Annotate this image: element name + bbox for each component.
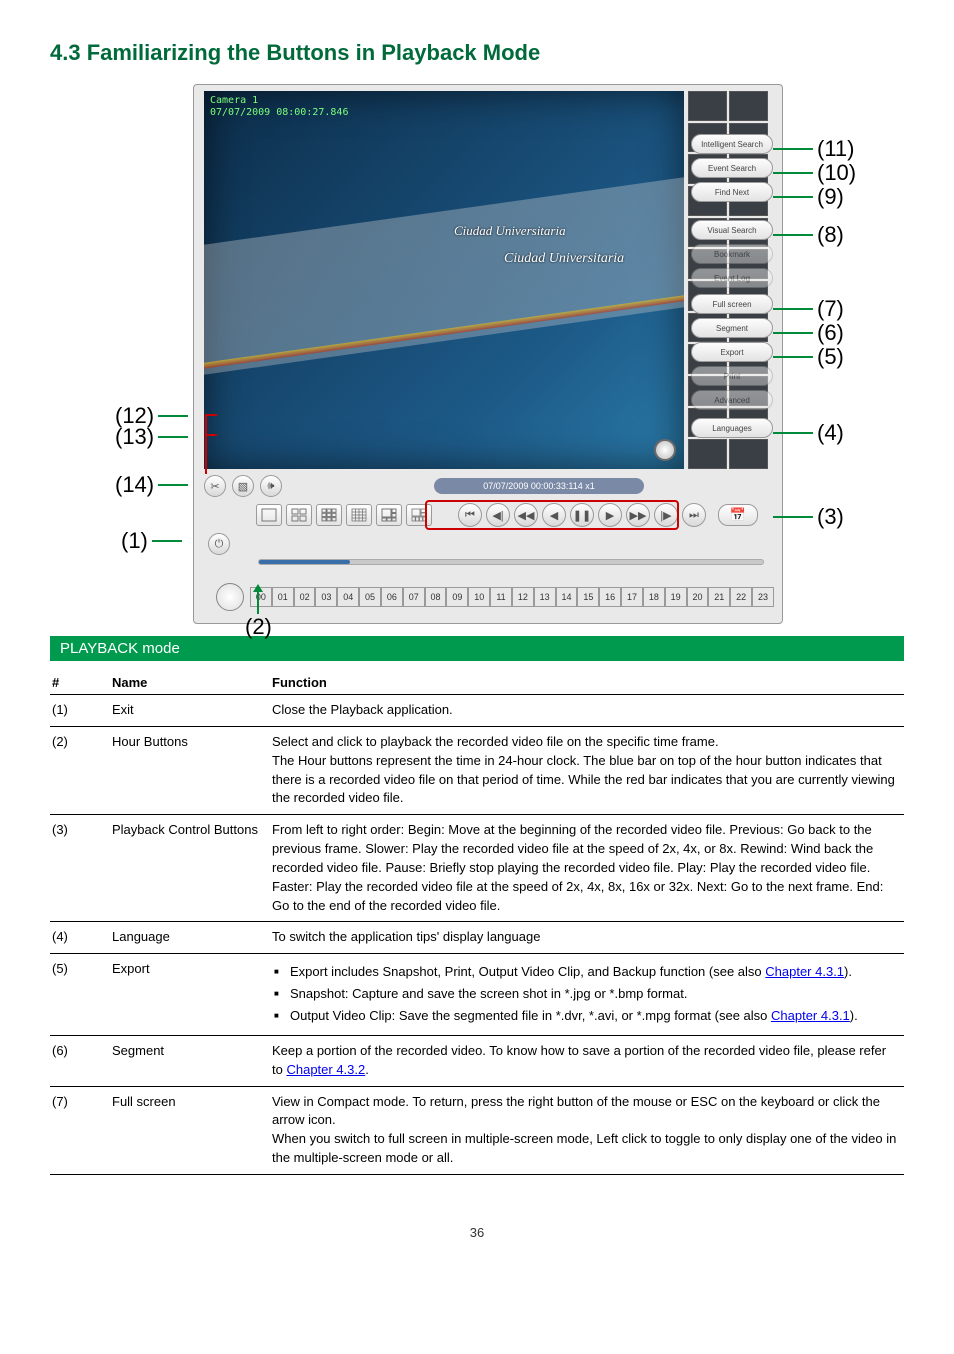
- callout-1: (1): [121, 528, 182, 554]
- slower-button[interactable]: ◀◀: [514, 503, 538, 527]
- fullscreen-button[interactable]: Full screen: [691, 294, 773, 314]
- playback-screenshot-figure: Camera 1 07/07/2009 08:00:27.846 Ciudad …: [97, 84, 857, 624]
- split-8-button[interactable]: [376, 504, 402, 526]
- split-1-button[interactable]: [256, 504, 282, 526]
- callout-14: (14): [115, 472, 188, 498]
- callout-11: (11): [773, 136, 855, 162]
- callout-8: (8): [773, 222, 844, 248]
- link-ch-4-3-1-b[interactable]: Chapter 4.3.1: [771, 1008, 850, 1023]
- event-log-button[interactable]: Event Log: [691, 268, 773, 288]
- link-ch-4-3-1[interactable]: Chapter 4.3.1: [765, 964, 844, 979]
- callout-2: (2): [245, 614, 272, 640]
- video-sign-1: Ciudad Universitaria: [454, 223, 566, 239]
- controls-description-table: # Name Function (1)ExitClose the Playbac…: [50, 671, 904, 1175]
- callout-5: (5): [773, 344, 844, 370]
- play-button[interactable]: ▶: [598, 503, 622, 527]
- table-row: (3)Playback Control ButtonsFrom left to …: [50, 815, 904, 922]
- tool-audio-icon[interactable]: 🕪: [260, 475, 282, 497]
- prev-frame-button[interactable]: ◀|: [486, 503, 510, 527]
- callout-7: (7): [773, 296, 844, 322]
- find-next-button[interactable]: Find Next: [691, 182, 773, 202]
- clock-icon: [216, 583, 244, 611]
- video-overlay-text: Camera 1 07/07/2009 08:00:27.846: [210, 95, 348, 119]
- video-area: Camera 1 07/07/2009 08:00:27.846 Ciudad …: [204, 91, 684, 469]
- th-name: Name: [110, 671, 270, 695]
- page-title: 4.3 Familiarizing the Buttons in Playbac…: [50, 40, 904, 66]
- table-row: (7)Full screenView in Compact mode. To r…: [50, 1086, 904, 1174]
- exit-button[interactable]: ⏻: [208, 533, 230, 555]
- table-row: (1)ExitClose the Playback application.: [50, 695, 904, 727]
- calendar-button[interactable]: 📅: [718, 504, 758, 526]
- table-row: (6)SegmentKeep a portion of the recorded…: [50, 1035, 904, 1086]
- progress-track[interactable]: [258, 559, 764, 565]
- callout-4: (4): [773, 420, 844, 446]
- player-bottom-bar: ✂ ▧ 🕪 07/07/2009 00:00:33:114 x1 ⏮: [202, 475, 774, 620]
- event-search-button[interactable]: Event Search: [691, 158, 773, 178]
- segment-button[interactable]: Segment: [691, 318, 773, 338]
- begin-button[interactable]: ⏮: [458, 503, 482, 527]
- language-button[interactable]: Languages: [691, 418, 773, 438]
- hour-timeline[interactable]: 0001020304050607080910111213141516171819…: [250, 587, 774, 607]
- callout-6: (6): [773, 320, 844, 346]
- split-16-button[interactable]: [346, 504, 372, 526]
- link-ch-4-3-2[interactable]: Chapter 4.3.2: [286, 1062, 365, 1077]
- playback-controls: ⏮ ◀| ◀◀ ◀ ❚❚ ▶ ▶▶ |▶ ⏭: [458, 503, 706, 527]
- split-13-button[interactable]: [406, 504, 432, 526]
- split-9-button[interactable]: [316, 504, 342, 526]
- callout-10: (10): [773, 160, 856, 186]
- tool-archive-icon[interactable]: ✂: [204, 475, 226, 497]
- end-button[interactable]: ⏭: [682, 503, 706, 527]
- intelligent-search-button[interactable]: Intelligent Search: [691, 134, 773, 154]
- next-frame-button[interactable]: |▶: [654, 503, 678, 527]
- video-sign-2: Ciudad Universitaria: [504, 251, 624, 267]
- speaker-icon[interactable]: [654, 439, 676, 461]
- export-button[interactable]: Export: [691, 342, 773, 362]
- tool-snapshot-icon[interactable]: ▧: [232, 475, 254, 497]
- th-func: Function: [270, 671, 904, 695]
- bookmark-button[interactable]: Bookmark: [691, 244, 773, 264]
- playback-mode-caption: PLAYBACK mode: [50, 636, 904, 661]
- callout-3: (3): [773, 504, 844, 530]
- page-number: 36: [50, 1225, 904, 1240]
- table-row: (4)LanguageTo switch the application tip…: [50, 922, 904, 954]
- callout-9: (9): [773, 184, 844, 210]
- th-num: #: [50, 671, 110, 695]
- advanced-button[interactable]: Advanced: [691, 390, 773, 410]
- table-row: (2)Hour ButtonsSelect and click to playb…: [50, 726, 904, 814]
- rewind-button[interactable]: ◀: [542, 503, 566, 527]
- faster-button[interactable]: ▶▶: [626, 503, 650, 527]
- pause-button[interactable]: ❚❚: [570, 503, 594, 527]
- split-4-button[interactable]: [286, 504, 312, 526]
- playback-status-pill: 07/07/2009 00:00:33:114 x1: [434, 478, 644, 494]
- print-button[interactable]: Print: [691, 366, 773, 386]
- table-row: (5)ExportExport includes Snapshot, Print…: [50, 954, 904, 1036]
- visual-search-button[interactable]: Visual Search: [691, 220, 773, 240]
- callout-13: (13): [115, 424, 188, 450]
